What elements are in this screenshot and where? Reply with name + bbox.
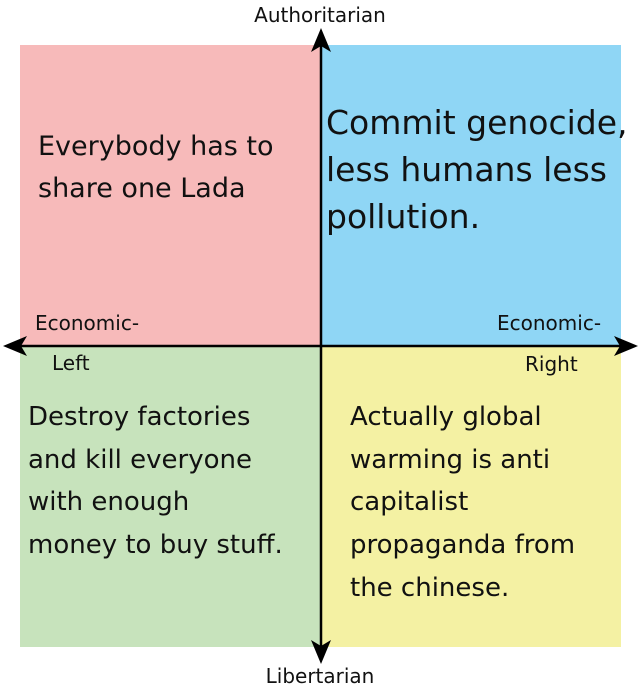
axis-label-authoritarian: Authoritarian <box>254 3 386 27</box>
quadrant-lib-right <box>321 346 621 647</box>
quadrant-auth-left <box>20 45 321 346</box>
axis-label-libertarian: Libertarian <box>265 664 375 688</box>
arrow-up-icon <box>311 28 331 52</box>
axis-label-economic-right-line2: Right <box>525 352 578 376</box>
quadrant-text-auth-right: Commit genocide, less humans less pollut… <box>326 103 628 236</box>
quadrant-text-auth-left: Everybody has to share one Lada <box>38 131 274 204</box>
quadrant-lib-left <box>20 346 321 647</box>
arrow-right-icon <box>614 336 638 356</box>
quadrant-text-lib-right: Actually global warming is anti capitali… <box>350 402 576 603</box>
arrow-down-icon <box>311 640 331 664</box>
quadrant-auth-right <box>321 45 621 346</box>
axis-label-economic-left-line1: Economic- <box>35 311 140 335</box>
axis-label-economic-left-line2: Left <box>52 351 90 375</box>
arrow-left-icon <box>3 336 27 356</box>
axis-label-economic-right-line1: Economic- <box>497 311 602 335</box>
quadrant-text-lib-left: Destroy factories and kill everyone with… <box>28 402 283 560</box>
